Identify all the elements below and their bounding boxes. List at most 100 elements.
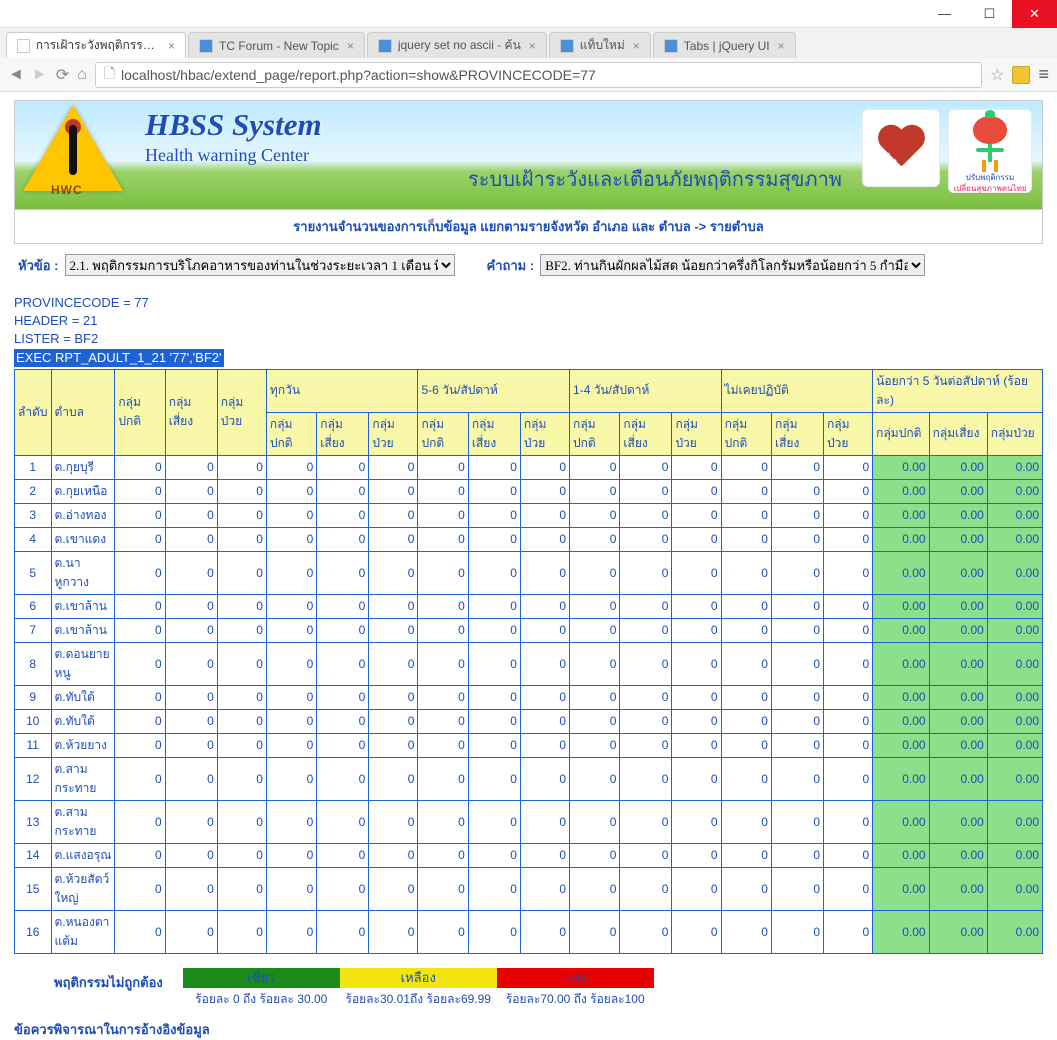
cell-zero: 0: [672, 867, 721, 910]
filter-bar: หัวข้อ : 2.1. พฤติกรรมการบริโภคอาหารของท…: [14, 244, 1043, 286]
row-name: ต.เขาล้าน: [51, 594, 115, 618]
back-button[interactable]: ◄: [8, 66, 24, 84]
row-index: 7: [15, 618, 52, 642]
cell-zero: 0: [115, 551, 165, 594]
cell-zero: 0: [115, 685, 165, 709]
row-name: ต.ทับใต้: [51, 685, 115, 709]
cell-zero: 0: [771, 685, 823, 709]
cell-zero: 0: [620, 685, 672, 709]
cell-pct: 0.00: [929, 867, 987, 910]
close-button[interactable]: ✕: [1012, 0, 1057, 28]
cell-zero: 0: [369, 594, 418, 618]
cell-zero: 0: [824, 843, 873, 867]
cell-zero: 0: [165, 479, 217, 503]
extension-icon[interactable]: [1012, 66, 1030, 84]
home-button[interactable]: ⌂: [77, 66, 87, 84]
cell-zero: 0: [620, 733, 672, 757]
warning-sign-logo: HWC: [23, 105, 123, 195]
cell-zero: 0: [369, 527, 418, 551]
cell-pct: 0.00: [987, 685, 1042, 709]
cell-zero: 0: [165, 757, 217, 800]
tab-title: แท็บใหม่: [580, 36, 625, 55]
maximize-button[interactable]: ☐: [967, 0, 1012, 28]
cell-zero: 0: [165, 733, 217, 757]
cell-zero: 0: [369, 551, 418, 594]
cell-zero: 0: [317, 594, 369, 618]
reload-button[interactable]: ⟳: [56, 65, 69, 85]
query-meta: PROVINCECODE = 77 HEADER = 21 LISTER = B…: [14, 294, 1043, 367]
cell-zero: 0: [570, 733, 620, 757]
row-name: ต.สามกระทาย: [51, 757, 115, 800]
cell-zero: 0: [721, 551, 771, 594]
cell-zero: 0: [570, 843, 620, 867]
menu-button[interactable]: ≡: [1038, 64, 1049, 85]
cell-zero: 0: [266, 910, 316, 953]
notes: ข้อควรพิจารณาในการอ้างอิงข้อมูล *ข้อมูลพ…: [14, 1019, 1043, 1040]
row-index: 6: [15, 594, 52, 618]
browser-tabbar: การเฝ้าระวังพฤติกรรมสุขภ×TC Forum - New …: [0, 28, 1057, 58]
tab-close-icon[interactable]: ×: [633, 39, 640, 53]
cell-zero: 0: [418, 642, 468, 685]
cell-zero: 0: [468, 867, 520, 910]
cell-zero: 0: [771, 709, 823, 733]
browser-tab[interactable]: Tabs | jQuery UI×: [653, 32, 796, 58]
question-select[interactable]: BF2. ท่านกินผักผลไม้สด น้อยกว่าครึ่งกิโล…: [540, 254, 925, 276]
cell-zero: 0: [217, 642, 266, 685]
cell-pct: 0.00: [987, 642, 1042, 685]
cell-zero: 0: [217, 594, 266, 618]
tab-close-icon[interactable]: ×: [347, 39, 354, 53]
cell-zero: 0: [824, 551, 873, 594]
cell-zero: 0: [620, 551, 672, 594]
cell-zero: 0: [115, 910, 165, 953]
cell-zero: 0: [672, 551, 721, 594]
cell-zero: 0: [266, 867, 316, 910]
cell-zero: 0: [520, 455, 569, 479]
cell-zero: 0: [620, 642, 672, 685]
cell-zero: 0: [771, 527, 823, 551]
row-name: ต.นาหูกวาง: [51, 551, 115, 594]
cell-zero: 0: [317, 733, 369, 757]
cell-pct: 0.00: [987, 551, 1042, 594]
cell-zero: 0: [672, 594, 721, 618]
forward-button[interactable]: ►: [32, 66, 48, 84]
cell-zero: 0: [771, 843, 823, 867]
cell-pct: 0.00: [929, 618, 987, 642]
cell-zero: 0: [165, 642, 217, 685]
cell-zero: 0: [721, 843, 771, 867]
tab-close-icon[interactable]: ×: [529, 39, 536, 53]
cell-zero: 0: [520, 757, 569, 800]
browser-tab[interactable]: TC Forum - New Topic×: [188, 32, 365, 58]
cell-zero: 0: [165, 551, 217, 594]
legend-yellow-text: ร้อยละ30.01ถึง ร้อยละ69.99: [340, 988, 497, 1009]
tab-close-icon[interactable]: ×: [778, 39, 785, 53]
cell-zero: 0: [266, 843, 316, 867]
cell-zero: 0: [721, 757, 771, 800]
cell-zero: 0: [217, 685, 266, 709]
cell-zero: 0: [824, 685, 873, 709]
browser-tab[interactable]: jquery set no ascii - ค้น×: [367, 32, 547, 58]
cell-zero: 0: [721, 594, 771, 618]
cell-zero: 0: [418, 685, 468, 709]
browser-tab[interactable]: แท็บใหม่ ×: [549, 32, 651, 58]
topic-select[interactable]: 2.1. พฤติกรรมการบริโภคอาหารของท่านในช่วง…: [65, 254, 455, 276]
cell-zero: 0: [369, 867, 418, 910]
cell-zero: 0: [721, 733, 771, 757]
row-name: ต.ทับใต้: [51, 709, 115, 733]
cell-zero: 0: [418, 479, 468, 503]
cell-zero: 0: [317, 455, 369, 479]
cell-zero: 0: [721, 618, 771, 642]
cell-zero: 0: [266, 642, 316, 685]
browser-tab[interactable]: การเฝ้าระวังพฤติกรรมสุขภ ×: [6, 32, 186, 58]
tab-close-icon[interactable]: ×: [168, 39, 175, 53]
cell-zero: 0: [266, 594, 316, 618]
tab-title: การเฝ้าระวังพฤติกรรมสุขภ: [36, 36, 160, 55]
cell-pct: 0.00: [873, 594, 929, 618]
favicon-icon: [560, 39, 574, 53]
address-bar[interactable]: 🗋 localhost/hbac/extend_page/report.php?…: [95, 62, 982, 88]
bookmark-button[interactable]: ☆: [990, 65, 1004, 85]
cell-zero: 0: [824, 455, 873, 479]
minimize-button[interactable]: —: [922, 0, 967, 28]
cell-zero: 0: [115, 594, 165, 618]
cell-zero: 0: [620, 709, 672, 733]
row-index: 11: [15, 733, 52, 757]
